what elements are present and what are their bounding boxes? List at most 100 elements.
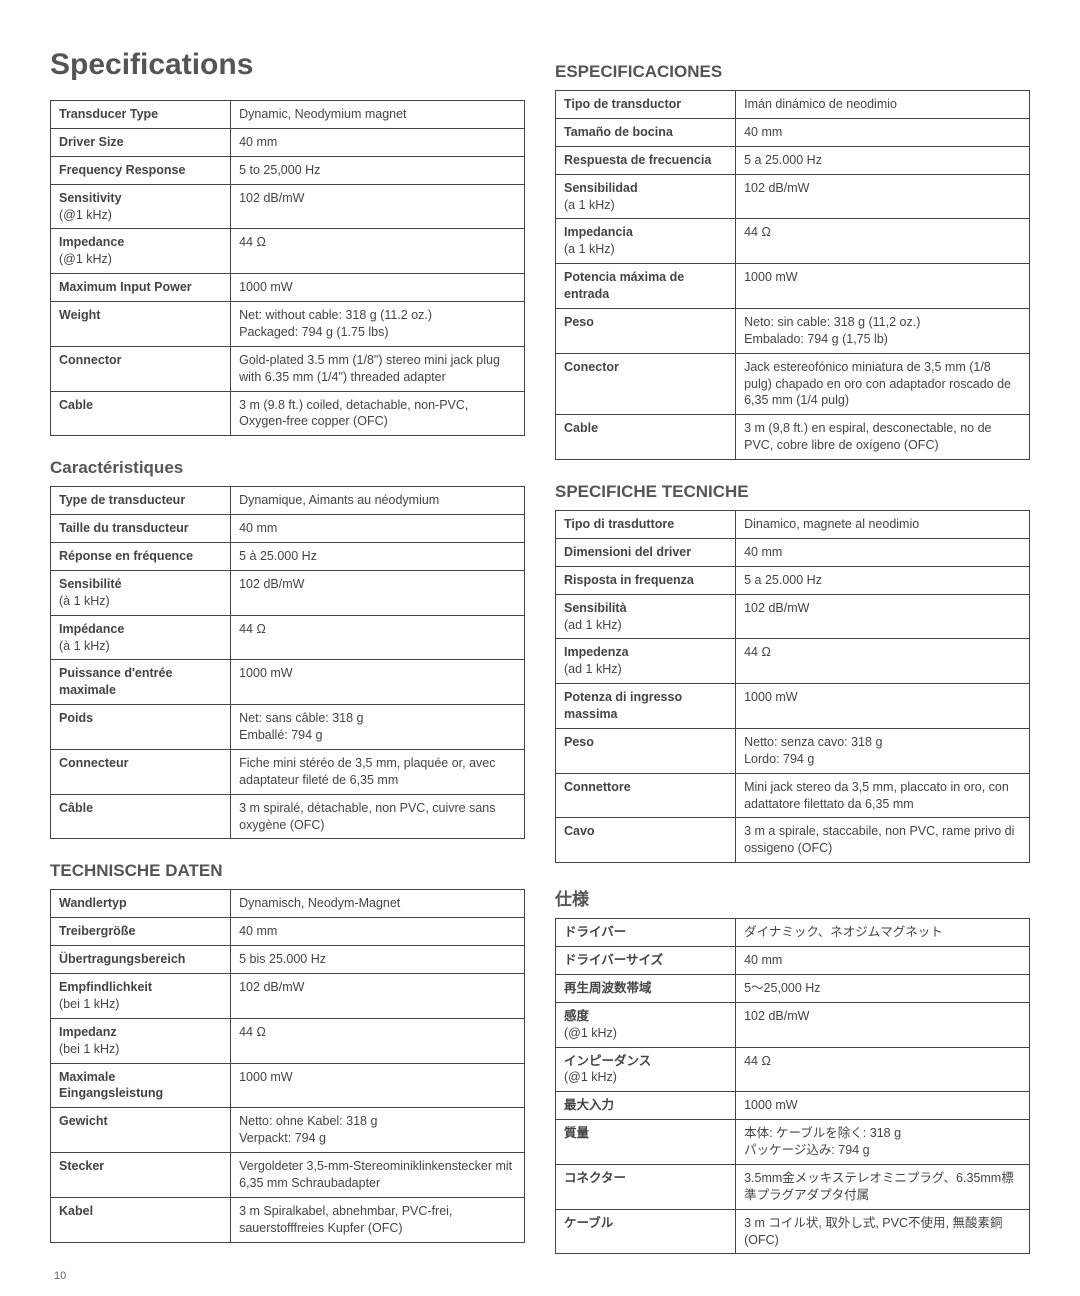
spec-label: Potencia máxima de entrada [556,264,736,309]
table-row: コネクター3.5mm金メッキステレオミニプラグ、6.35mm標準プラグアダプタ付… [556,1164,1030,1209]
spec-value: 102 dB/mW [231,974,525,1019]
spec-label: Tamaño de bocina [556,118,736,146]
spec-table-0: Tipo de transductorImán dinámico de neod… [555,90,1030,460]
spec-value: 5 to 25,000 Hz [231,156,525,184]
spec-label-sub: (à 1 kHz) [59,593,222,610]
spec-label: Impedanz(bei 1 kHz) [51,1018,231,1063]
table-row: Übertragungsbereich5 bis 25.000 Hz [51,946,525,974]
table-row: Empfindlichkeit(bei 1 kHz)102 dB/mW [51,974,525,1019]
table-row: Taille du transducteur40 mm [51,515,525,543]
table-row: Réponse en fréquence5 à 25.000 Hz [51,543,525,571]
right-column: ESPECIFICACIONESTipo de transductorImán … [555,40,1030,1254]
table-row: PesoNetto: senza cavo: 318 gLordo: 794 g [556,728,1030,773]
main-title: Specifications [50,48,525,82]
spec-value: 3 m Spiralkabel, abnehmbar, PVC-frei, sa… [231,1197,525,1242]
table-row: Maximale Eingangsleistung1000 mW [51,1063,525,1108]
spec-label: Tipo de transductor [556,91,736,119]
spec-label: Weight [51,302,231,347]
spec-value: 3 m (9,8 ft.) en espiral, desconectable,… [736,415,1030,460]
spec-label-sub: (bei 1 kHz) [59,1041,222,1058]
table-row: SteckerVergoldeter 3,5-mm-Stereominiklin… [51,1153,525,1198]
spec-value: 40 mm [736,538,1030,566]
spec-label: Driver Size [51,128,231,156]
table-row: WandlertypDynamisch, Neodym-Magnet [51,890,525,918]
table-row: ConnecteurFiche mini stéréo de 3,5 mm, p… [51,749,525,794]
spec-value: 1000 mW [736,684,1030,729]
table-row: 質量本体: ケーブルを除く: 318 gパッケージ込み: 794 g [556,1120,1030,1165]
table-row: Sensibilité(à 1 kHz)102 dB/mW [51,570,525,615]
spec-value: 102 dB/mW [736,174,1030,219]
table-row: Potencia máxima de entrada1000 mW [556,264,1030,309]
spec-label: インピーダンス(@1 kHz) [556,1047,736,1092]
spec-label: Sensibilité(à 1 kHz) [51,570,231,615]
table-row: Impédance(à 1 kHz)44 Ω [51,615,525,660]
spec-value: Jack estereofónico miniatura de 3,5 mm (… [736,353,1030,415]
table-row: Câble3 m spiralé, détachable, non PVC, c… [51,794,525,839]
spec-value: 40 mm [231,918,525,946]
spec-label: Sensitivity(@1 kHz) [51,184,231,229]
spec-value: Neto: sin cable: 318 g (11,2 oz.)Embalad… [736,308,1030,353]
spec-value: 3 m (9.8 ft.) coiled, detachable, non-PV… [231,391,525,436]
spec-label: Réponse en fréquence [51,543,231,571]
spec-label: Peso [556,308,736,353]
spec-label: ドライバー [556,919,736,947]
spec-label: Cable [556,415,736,460]
spec-value: 102 dB/mW [736,594,1030,639]
spec-label: Sensibilità(ad 1 kHz) [556,594,736,639]
table-row: Transducer TypeDynamic, Neodymium magnet [51,101,525,129]
table-row: Driver Size40 mm [51,128,525,156]
spec-value: 5 bis 25.000 Hz [231,946,525,974]
spec-label: Connecteur [51,749,231,794]
spec-value: 40 mm [736,118,1030,146]
spec-label: Maximum Input Power [51,274,231,302]
spec-table-1: Type de transducteurDynamique, Aimants a… [50,486,525,839]
section-title: Caractéristiques [50,458,525,478]
spec-value: 44 Ω [231,229,525,274]
spec-label: Respuesta de frecuencia [556,146,736,174]
spec-value: ダイナミック、ネオジムマグネット [736,919,1030,947]
spec-label-sub: (@1 kHz) [59,251,222,268]
spec-label-sub: (ad 1 kHz) [564,617,727,634]
spec-label: Übertragungsbereich [51,946,231,974]
spec-label: Tipo di trasduttore [556,511,736,539]
spec-value: 40 mm [231,128,525,156]
spec-table-0: Transducer TypeDynamic, Neodymium magnet… [50,100,525,436]
spec-table-1: Tipo di trasduttoreDinamico, magnete al … [555,510,1030,863]
table-row: Tamaño de bocina40 mm [556,118,1030,146]
spec-label: Impedance(@1 kHz) [51,229,231,274]
spec-value: 44 Ω [231,1018,525,1063]
spec-value: 本体: ケーブルを除く: 318 gパッケージ込み: 794 g [736,1120,1030,1165]
spec-value: Dynamisch, Neodym-Magnet [231,890,525,918]
spec-value: Fiche mini stéréo de 3,5 mm, plaquée or,… [231,749,525,794]
spec-value: Dynamic, Neodymium magnet [231,101,525,129]
table-row: ケーブル3 m コイル状, 取外し式, PVC不使用, 無酸素銅(OFC) [556,1209,1030,1254]
spec-value: 1000 mW [231,1063,525,1108]
spec-label: 感度(@1 kHz) [556,1002,736,1047]
section-title: TECHNISCHE DATEN [50,861,525,881]
spec-value: 44 Ω [736,219,1030,264]
table-row: Sensitivity(@1 kHz)102 dB/mW [51,184,525,229]
table-row: GewichtNetto: ohne Kabel: 318 gVerpackt:… [51,1108,525,1153]
table-row: Sensibilità(ad 1 kHz)102 dB/mW [556,594,1030,639]
spec-label: Cavo [556,818,736,863]
table-row: Treibergröße40 mm [51,918,525,946]
spec-label: Wandlertyp [51,890,231,918]
table-row: Tipo di trasduttoreDinamico, magnete al … [556,511,1030,539]
spec-label: Poids [51,705,231,750]
left-column: Specifications Transducer TypeDynamic, Ne… [50,40,525,1254]
spec-value: Netto: ohne Kabel: 318 gVerpackt: 794 g [231,1108,525,1153]
spec-label: Sensibilidad(a 1 kHz) [556,174,736,219]
spec-value: 5～25,000 Hz [736,974,1030,1002]
spec-label: Impedancia(a 1 kHz) [556,219,736,264]
spec-value: 102 dB/mW [736,1002,1030,1047]
spec-value: Netto: senza cavo: 318 gLordo: 794 g [736,728,1030,773]
spec-value: 5 a 25.000 Hz [736,566,1030,594]
spec-value: Gold-plated 3.5 mm (1/8") stereo mini ja… [231,346,525,391]
spec-label: Dimensioni del driver [556,538,736,566]
spec-table-2: WandlertypDynamisch, Neodym-MagnetTreibe… [50,889,525,1242]
table-row: Impedance(@1 kHz)44 Ω [51,229,525,274]
table-row: Respuesta de frecuencia5 a 25.000 Hz [556,146,1030,174]
spec-label: Taille du transducteur [51,515,231,543]
spec-value: 3 m spiralé, détachable, non PVC, cuivre… [231,794,525,839]
spec-label-sub: (a 1 kHz) [564,241,727,258]
